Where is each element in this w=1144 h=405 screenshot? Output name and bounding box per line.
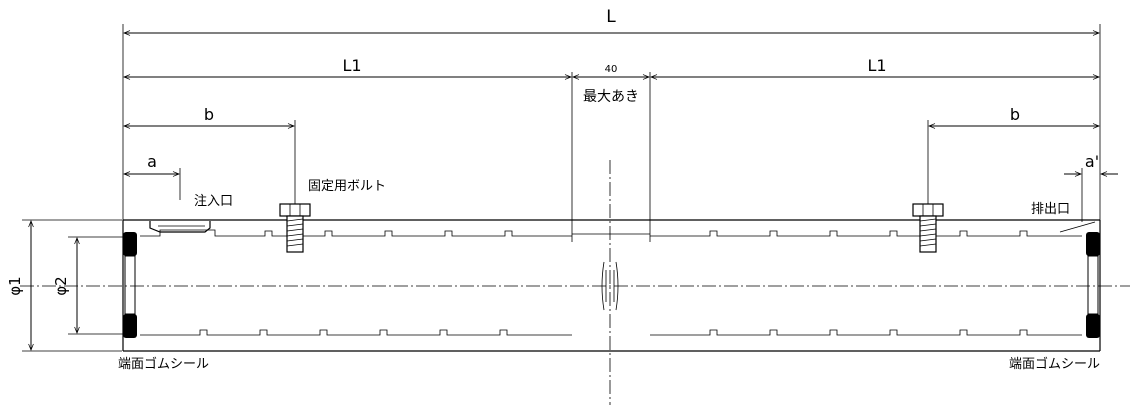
label-phi1: φ1 (6, 276, 24, 295)
fixing-bolt-left (279, 203, 311, 253)
label-seal-left: 端面ゴムシール (118, 356, 209, 372)
label-max-gap: 最大あき (583, 89, 639, 105)
label-seal-right: 端面ゴムシール (1009, 356, 1100, 372)
label-inlet: 注入口 (194, 194, 233, 209)
end-rubber-seal-right (1086, 232, 1100, 338)
inlet-port (149, 221, 211, 233)
label-a-left: a (147, 152, 157, 171)
label-phi2: φ2 (52, 276, 70, 295)
label-L1-right: L1 (867, 56, 886, 75)
end-rubber-seal-left (123, 232, 137, 338)
outlet-port (1059, 221, 1096, 233)
label-b-right: b (1010, 105, 1020, 124)
label-b-left: b (204, 105, 214, 124)
label-a-right: a' (1085, 152, 1099, 171)
extension-lines (122, 24, 1101, 242)
label-L: L (606, 7, 616, 27)
fixing-bolt-right (912, 203, 944, 253)
gap-mark (601, 261, 619, 311)
label-outlet: 排出口 (1031, 202, 1070, 217)
label-fixing-bolt: 固定用ボルト (308, 179, 386, 194)
label-L1-left: L1 (342, 56, 361, 75)
coupling-body (122, 219, 1101, 352)
dimension-lines (22, 30, 1118, 352)
label-gap-value: 40 (605, 64, 618, 75)
